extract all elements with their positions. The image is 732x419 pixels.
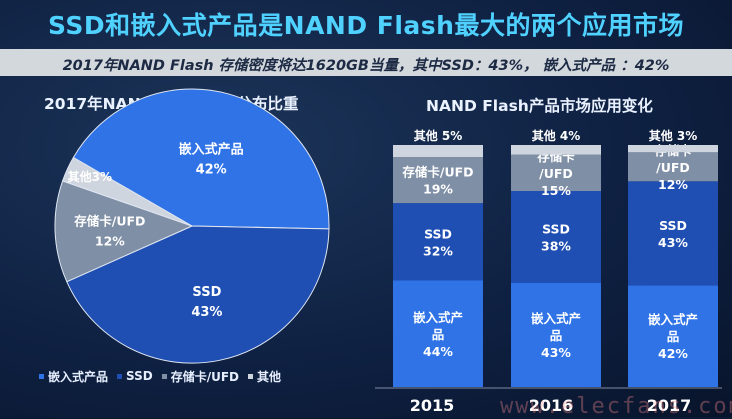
bar-label: 38%: [541, 238, 571, 253]
bar-label: 19%: [423, 182, 453, 197]
legend-swatch: [248, 373, 254, 379]
bar-label: 43%: [658, 235, 688, 250]
bar-label: SSD: [424, 226, 452, 241]
legend-item: 其他: [248, 368, 281, 385]
pie-label: 12%: [95, 233, 125, 248]
bar-label: SSD: [542, 221, 570, 236]
pie-label: 43%: [191, 305, 222, 320]
bar-label: 嵌入式产: [413, 310, 463, 325]
pie-label: 42%: [196, 162, 227, 177]
slide-title: SSD和嵌入式产品是NAND Flash最大的两个应用市场: [48, 11, 684, 40]
bar-segment: [628, 145, 718, 153]
bar-segment: [393, 157, 483, 204]
bar-label: 44%: [423, 344, 453, 359]
bar-label: 其他 3%: [649, 128, 698, 143]
pie-slice: [61, 156, 193, 227]
bar-label: 12%: [658, 177, 688, 192]
legend-swatch: [117, 373, 123, 379]
bar-segment: [511, 154, 601, 191]
subtitle-band: [0, 49, 732, 76]
bar-segment: [393, 280, 483, 387]
pie-slice: [54, 180, 194, 283]
bar-label: 嵌入式产: [648, 312, 698, 327]
pie-label: 存储卡/UFD: [73, 213, 145, 228]
bar-label: /UFD: [656, 160, 690, 175]
legend-label: 嵌入式产品: [48, 369, 109, 384]
slide-subtitle: 2017年NAND Flash 存储密度将达1620GB当量，其中SSD：43%…: [62, 58, 670, 74]
bar-label: 43%: [541, 345, 571, 360]
bar-label: 嵌入式产: [531, 311, 581, 326]
legend-item: 嵌入式产品: [39, 368, 108, 385]
bar-category-label: 2015: [409, 396, 455, 415]
pie-label: SSD: [192, 285, 221, 300]
bar-segment: [393, 203, 483, 281]
bar-category-label: 2016: [528, 396, 574, 415]
bar-chart-title: NAND Flash产品市场应用变化: [426, 97, 653, 115]
bar-segment: [511, 191, 601, 283]
bar-segment: [628, 152, 718, 182]
bar-label: 其他 4%: [532, 128, 581, 143]
pie-label: 嵌入式产品: [179, 141, 244, 157]
bar-label: 32%: [423, 243, 453, 258]
bar-label: 品: [432, 327, 445, 342]
legend-label: SSD: [126, 369, 153, 383]
legend-label: 其他: [257, 369, 282, 384]
bar-segment: [628, 181, 718, 286]
bar-label: SSD: [659, 218, 687, 233]
bar-label: 品: [550, 328, 563, 343]
bar-segment: [393, 145, 483, 158]
pie-slice: [66, 225, 330, 364]
pie-legend: 嵌入式产品 SSD 存储卡/UFD 其他: [39, 368, 290, 384]
watermark: www.elecfans.com: [500, 394, 732, 419]
legend-label: 存储卡/UFD: [170, 369, 240, 384]
bar-segment: [511, 282, 601, 387]
bar-category-label: 2017: [646, 396, 692, 415]
legend-item: 存储卡/UFD: [161, 368, 240, 385]
bar-segment: [511, 145, 601, 155]
legend-swatch: [161, 373, 167, 379]
bar-label: 品: [667, 329, 680, 344]
bar-label: /UFD: [539, 166, 573, 181]
legend-item: SSD: [117, 369, 153, 383]
bar-label: 42%: [658, 346, 688, 361]
bar-label: 15%: [541, 183, 571, 198]
legend-swatch: [39, 373, 44, 379]
bar-label: 其他 5%: [414, 128, 463, 143]
bar-segment: [628, 285, 718, 387]
pie-label: 其他3%: [68, 169, 112, 184]
bar-label: 存储卡/UFD: [401, 165, 473, 180]
